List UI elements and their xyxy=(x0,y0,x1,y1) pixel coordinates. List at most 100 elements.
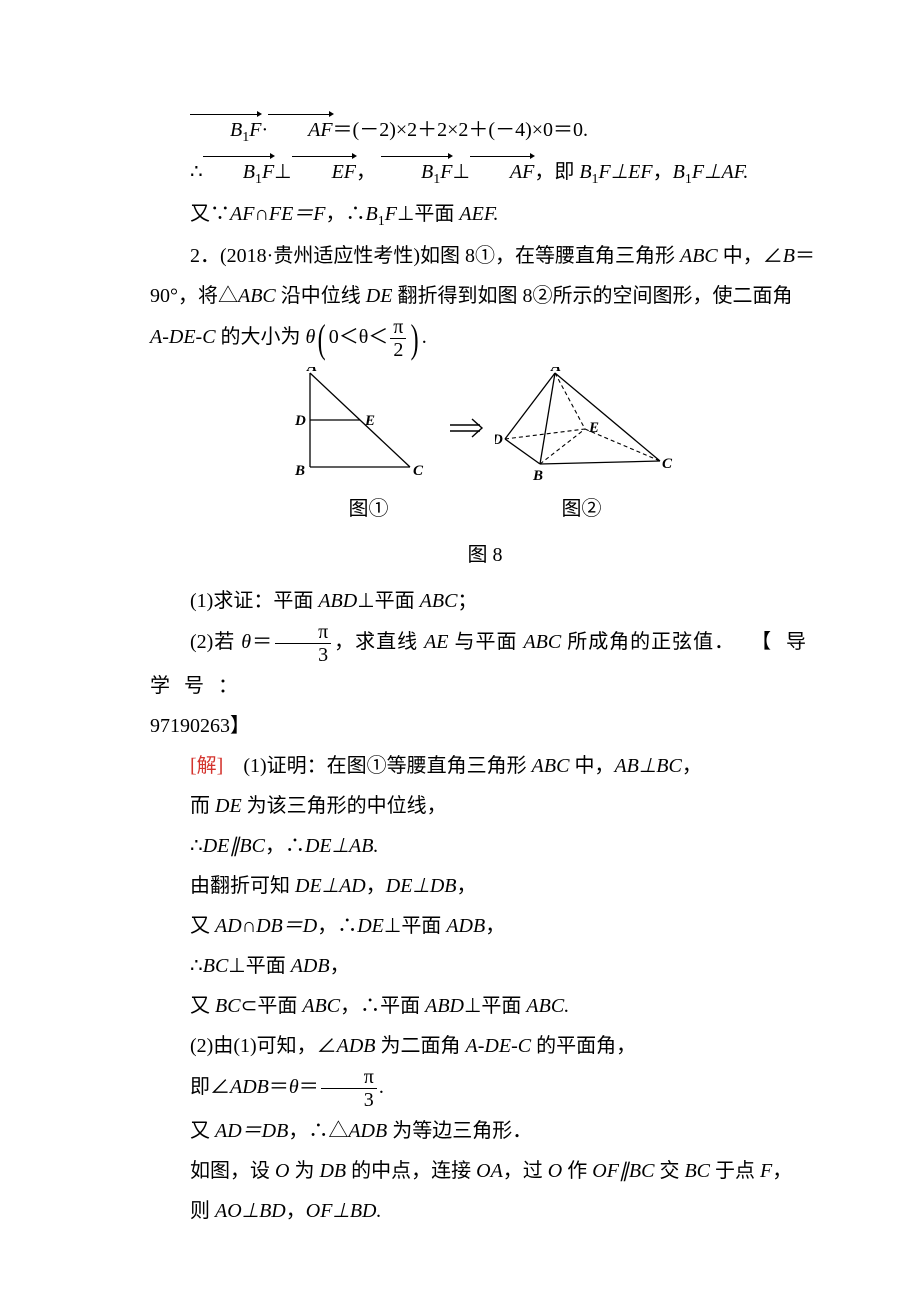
DE-perp-AD: DE⊥AD xyxy=(295,875,366,897)
since-symbol: 又∵ xyxy=(190,203,230,225)
DE-perp-DB: DE⊥DB xyxy=(386,875,457,897)
plain-B1F-perp-AF: B1F⊥AF. xyxy=(673,161,749,183)
s11c: 的中点，连接 xyxy=(346,1160,476,1182)
q2-l2-DE: DE xyxy=(366,285,393,307)
plane-ADB-2: ADB xyxy=(291,955,330,977)
solution-line-7: 又 BC⊂平面 ABC，∴平面 ABD⊥平面 ABC. xyxy=(150,986,820,1026)
AB-perp-BC: AB⊥BC xyxy=(614,755,681,777)
svg-text:C: C xyxy=(662,456,673,472)
svg-text:B: B xyxy=(294,463,305,479)
part2-t4: 所成角的正弦值． xyxy=(561,631,735,653)
solution-line-4: 由翻折可知 DE⊥AD，DE⊥DB， xyxy=(150,866,820,906)
s6b: ⊥平面 xyxy=(228,955,290,977)
part2-t1: 若 xyxy=(213,631,241,653)
solution-line-10: 又 AD＝DB，∴△ADB 为等边三角形． xyxy=(150,1111,820,1151)
s8b: 为二面角 xyxy=(376,1035,466,1057)
perp-symbol-2: ⊥ xyxy=(452,161,469,183)
theta-symbol: θ xyxy=(306,326,316,348)
svg-text:B: B xyxy=(532,468,543,484)
solution-line-2: 而 DE 为该三角形的中位线， xyxy=(150,786,820,826)
fraction-pi-2: π2 xyxy=(390,316,406,361)
conclusion-line-1: ∴B1F⊥EF， B1F⊥AF，即 B1F⊥EF，B1F⊥AF. xyxy=(150,152,820,194)
vector-AF: AF xyxy=(268,110,332,150)
q2-text-1: 如图 8①，在等腰直角三角形 xyxy=(420,245,680,267)
point-O: O xyxy=(275,1160,289,1182)
s11b: 为 xyxy=(289,1160,319,1182)
angle-B: B xyxy=(783,245,795,267)
DE-ref: DE xyxy=(215,795,242,817)
s7c: ，∴平面 xyxy=(340,995,425,1017)
q2-source: (2018·贵州适应性考性) xyxy=(220,245,420,267)
figure-main-label: 图 8 xyxy=(150,535,820,575)
solution-line-11: 如图，设 O 为 DB 的中点，连接 OA，过 O 作 OF∥BC 交 BC 于… xyxy=(150,1151,820,1191)
q2-l2-abc: ABC xyxy=(238,285,276,307)
s10b: ，∴△ xyxy=(288,1120,348,1142)
s5a: 又 xyxy=(190,915,215,937)
solution-line-1: [解] (1)证明：在图①等腰直角三角形 ABC 中，AB⊥BC， xyxy=(150,746,820,786)
OF-perp-BD: OF⊥BD. xyxy=(306,1200,382,1222)
s11d: ，过 xyxy=(503,1160,548,1182)
s7-BC: BC xyxy=(215,995,241,1017)
solution-line-3: ∴DE∥BC，∴DE⊥AB. xyxy=(150,826,820,866)
svg-text:D: D xyxy=(294,413,306,429)
q2-number: 2． xyxy=(190,245,220,267)
svg-text:D: D xyxy=(495,432,503,448)
vector-AF-2: AF xyxy=(470,152,534,192)
s11a: 如图，设 xyxy=(190,1160,275,1182)
s2b: 为该三角形的中位线， xyxy=(242,795,447,817)
sol-space xyxy=(223,755,243,777)
s9b: ＝ xyxy=(269,1076,289,1098)
s3b: ，∴ xyxy=(265,835,305,857)
part2-num: (2) xyxy=(190,631,213,653)
svg-text:A: A xyxy=(306,367,317,375)
text-ji: ，即 xyxy=(534,161,579,183)
plane-ABD: ABD xyxy=(318,590,357,612)
AD-cap-DB: AD∩DB＝D xyxy=(215,915,317,937)
s11f: 交 xyxy=(654,1160,684,1182)
AO-perp-BD: AO⊥BD xyxy=(215,1200,286,1222)
left-paren-icon: ( xyxy=(318,323,326,355)
s12a: 则 xyxy=(190,1200,215,1222)
angle-ADB: ADB xyxy=(337,1035,376,1057)
s4a: 由翻折可知 xyxy=(190,875,295,897)
dot-operator: · xyxy=(261,119,268,141)
guide-number-line: 97190263】 xyxy=(150,706,820,746)
figcap-main: 图 8 xyxy=(468,535,503,575)
point-F: F xyxy=(760,1160,772,1182)
plane-AEF: AEF. xyxy=(459,203,498,225)
svg-text:E: E xyxy=(364,413,375,429)
tri-ABC-ref: ABC xyxy=(532,755,570,777)
s12b: ， xyxy=(286,1200,306,1222)
equation-line-1: B1F · AF ＝(－2)×2＋2×2＋(－4)×0＝0. xyxy=(150,110,820,152)
equals-sign: ＝ xyxy=(795,245,815,267)
s7a: 又 xyxy=(190,995,215,1017)
period: . xyxy=(422,326,427,348)
vector-B1F-3: B1F xyxy=(381,152,452,194)
plane-ADB: ADB xyxy=(446,915,485,937)
DE-perp-AB: DE⊥AB. xyxy=(305,835,379,857)
s2a: 而 xyxy=(190,795,215,817)
part2-t3: 与平面 xyxy=(449,631,524,653)
part1-t2: ⊥平面 xyxy=(357,590,419,612)
seg-DB: DB xyxy=(319,1160,346,1182)
solution-line-8: (2)由(1)可知，∠ADB 为二面角 A-DE-C 的平面角， xyxy=(150,1026,820,1066)
s1c: ， xyxy=(682,755,702,777)
solution-line-5: 又 AD∩DB＝D，∴DE⊥平面 ADB， xyxy=(150,906,820,946)
tri-ADB: ADB xyxy=(348,1120,387,1142)
therefore-mid: ，∴ xyxy=(326,203,366,225)
part-1: (1)求证：平面 ABD⊥平面 ABC； xyxy=(150,581,820,621)
figcap-2: 图② xyxy=(489,489,674,529)
plane-ABC-4: ABC. xyxy=(526,995,569,1017)
plane-ABC: ABC xyxy=(420,590,458,612)
solution-line-9: 即∠ADB＝θ＝π3. xyxy=(150,1066,820,1111)
s7b: ⊂平面 xyxy=(241,995,303,1017)
OF-par-BC: OF∥BC xyxy=(592,1160,654,1182)
perp-symbol: ⊥ xyxy=(274,161,291,183)
q2-text-2: 中，∠ xyxy=(718,245,783,267)
s5d: ， xyxy=(485,915,505,937)
part1-t3: ； xyxy=(457,590,477,612)
q2-l3-b: 的大小为 xyxy=(216,326,306,348)
s10c: 为等边三角形． xyxy=(387,1120,532,1142)
q2-l2-c: 沿中位线 xyxy=(276,285,366,307)
perp-plane-text: ⊥平面 xyxy=(397,203,459,225)
